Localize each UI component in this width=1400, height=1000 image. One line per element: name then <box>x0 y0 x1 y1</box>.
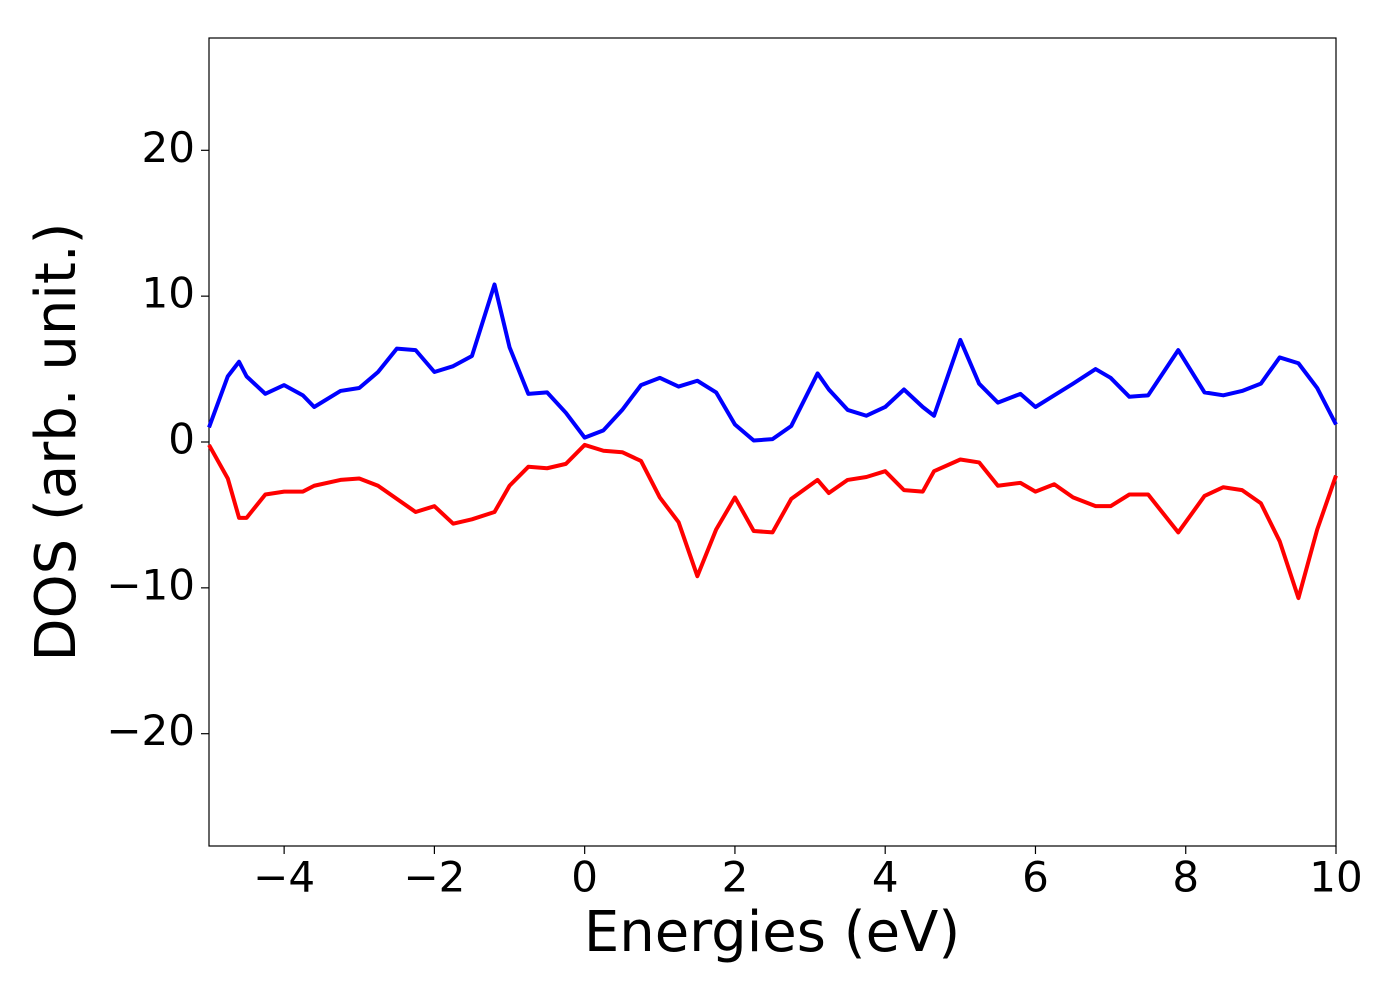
y-tick-label: 0 <box>168 415 195 464</box>
plot-frame <box>208 37 1337 847</box>
y-tick-label: −10 <box>106 560 195 609</box>
line-series <box>207 282 1338 443</box>
x-tick-label: 8 <box>1172 853 1199 902</box>
x-axis-label: Energies (eV) <box>584 900 960 965</box>
x-tick-label: 6 <box>1022 853 1049 902</box>
x-tick-label: −2 <box>403 853 465 902</box>
x-tick-label: 10 <box>1309 853 1362 902</box>
y-tick-label: −20 <box>106 706 195 755</box>
x-tick-label: −4 <box>253 853 315 902</box>
y-tick-label: 10 <box>142 269 195 318</box>
y-axis-label: DOS (arb. unit.) <box>24 222 89 661</box>
x-tick-label: 4 <box>872 853 899 902</box>
x-tick-label: 2 <box>722 853 749 902</box>
line-series <box>207 442 1338 601</box>
x-tick-label: 0 <box>571 853 598 902</box>
y-tick-label: 20 <box>142 123 195 172</box>
